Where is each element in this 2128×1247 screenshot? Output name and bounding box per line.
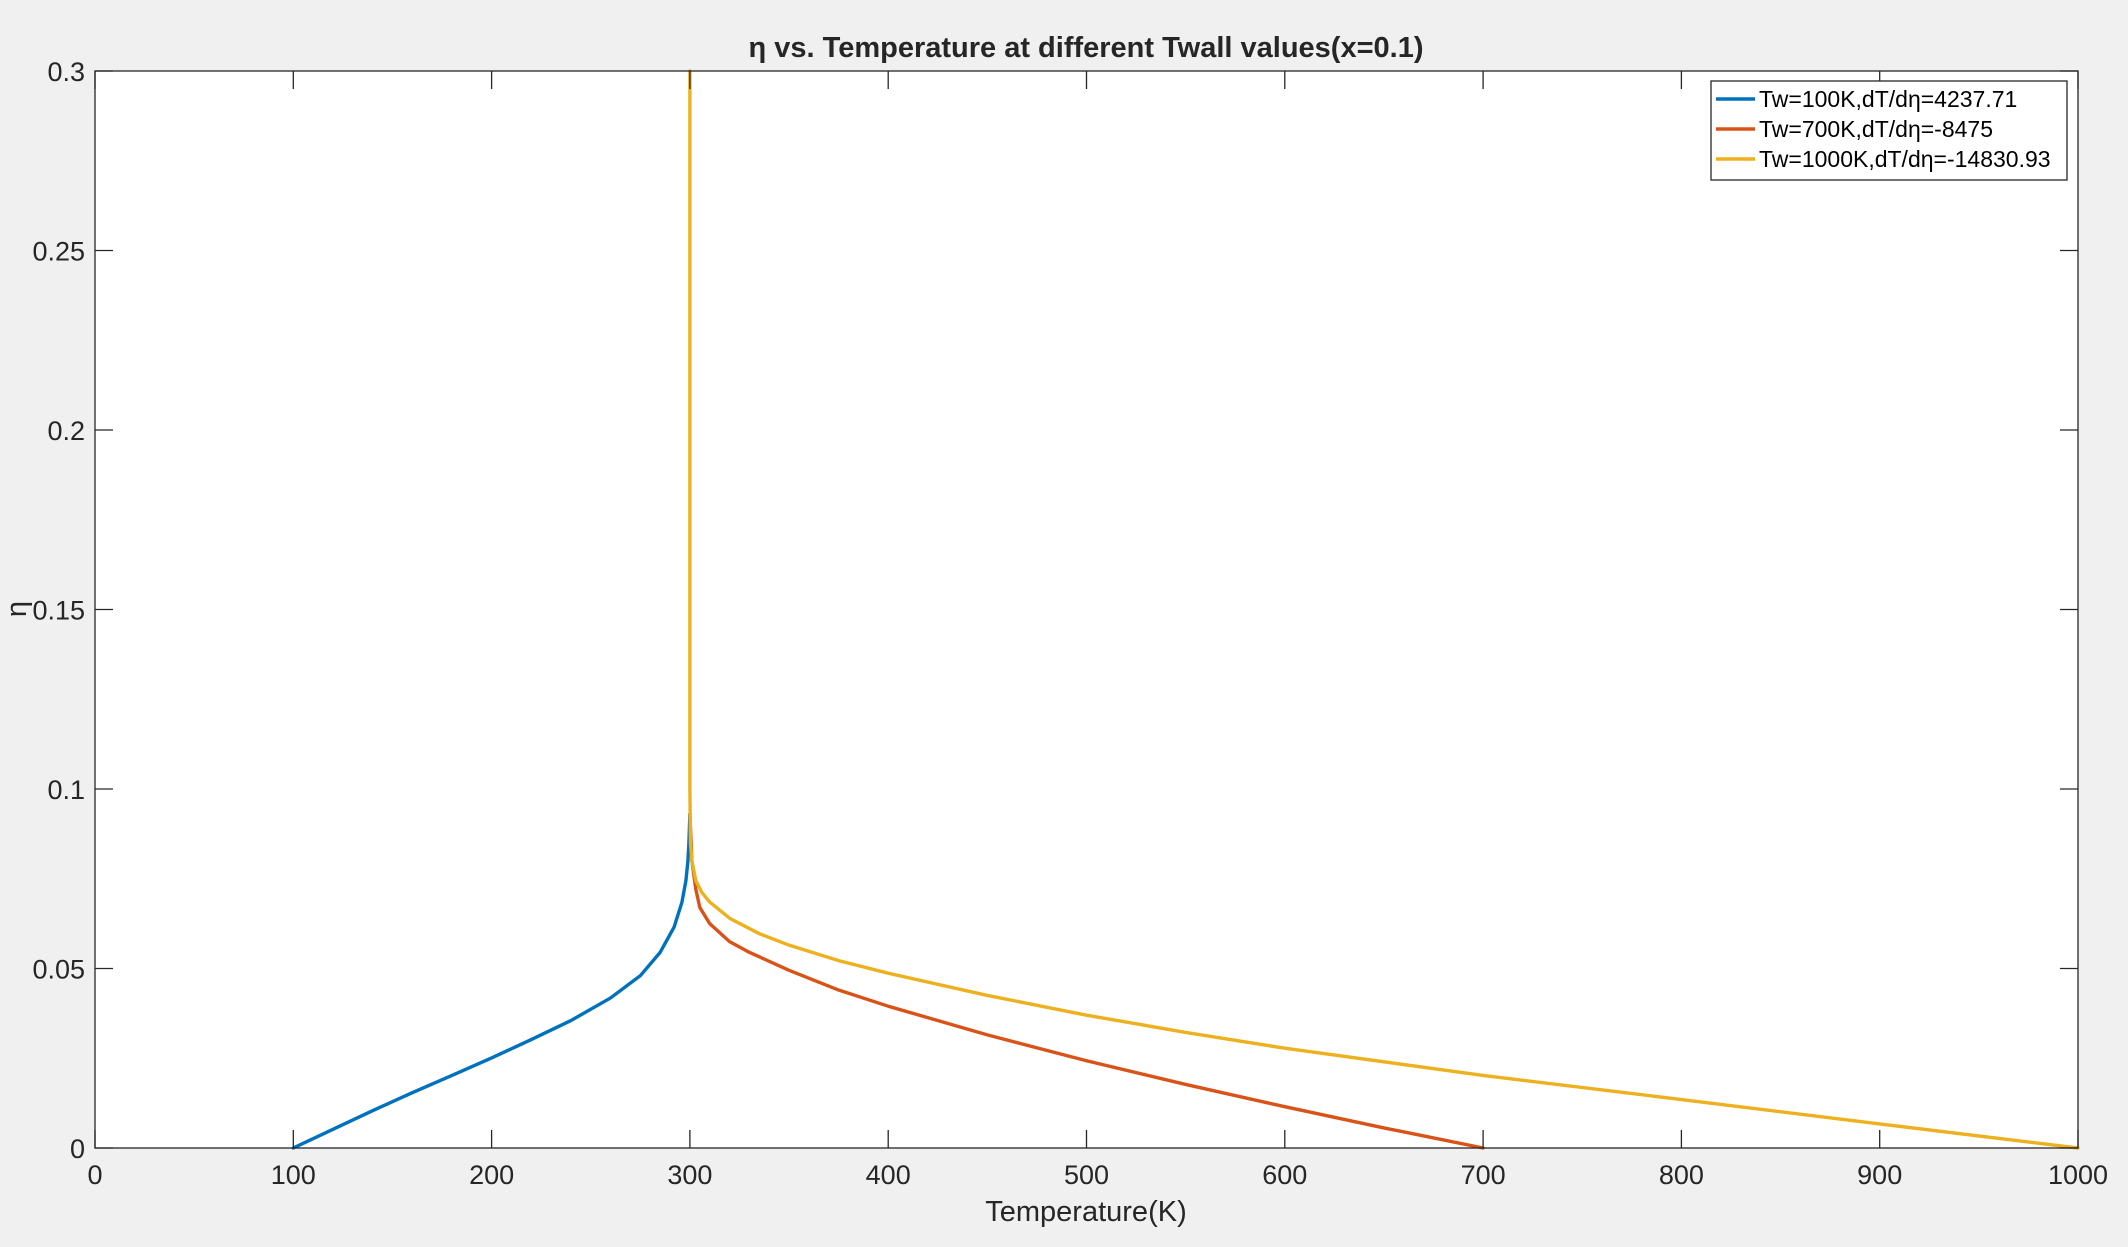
axes-background	[95, 71, 2078, 1148]
x-tick-label: 500	[1064, 1160, 1109, 1190]
x-tick-label: 300	[667, 1160, 712, 1190]
y-tick-label: 0.2	[47, 416, 85, 446]
tick-labels: 0 100 200 300 400 500 600 700 800 900 1000 0 0.05 0.1…	[32, 57, 2108, 1190]
x-tick-label: 900	[1857, 1160, 1902, 1190]
y-tick-label: 0.3	[47, 57, 85, 87]
y-tick-label: 0.25	[32, 237, 85, 267]
y-tick-label: 0.05	[32, 955, 85, 985]
legend-box	[1710, 80, 2068, 181]
x-axis-label: Temperature(K)	[985, 1196, 1186, 1228]
plot-lines	[291, 69, 2080, 1150]
x-tick-label: 0	[87, 1160, 102, 1190]
x-tick-label: 400	[866, 1160, 911, 1190]
series-line-3	[688, 69, 2080, 1150]
x-tick-label: 600	[1262, 1160, 1307, 1190]
x-tick-label: 1000	[2048, 1160, 2108, 1190]
x-tick-label: 700	[1461, 1160, 1506, 1190]
y-tick-label: 0.15	[32, 596, 85, 626]
series-line-1	[291, 812, 692, 1150]
legend-label-3: Tw=1000K,dT/dη=-14830.93	[1759, 146, 2051, 172]
legend: Tw=100K,dT/dη=4237.71 Tw=700K,dT/dη=-8475…	[1710, 80, 2068, 181]
series-line-2	[688, 812, 1485, 1150]
chart-title: η vs. Temperature at different Twall val…	[748, 32, 1423, 64]
legend-label-2: Tw=700K,dT/dη=-8475	[1759, 116, 1993, 142]
x-tick-label: 200	[469, 1160, 514, 1190]
x-tick-label: 100	[271, 1160, 316, 1190]
legend-label-1: Tw=100K,dT/dη=4237.71	[1759, 86, 2017, 112]
axes-box	[94, 70, 2079, 1149]
y-tick-label: 0.1	[47, 775, 85, 805]
y-tick-label: 0	[70, 1134, 85, 1164]
x-tick-label: 800	[1659, 1160, 1704, 1190]
y-axis-label: η	[1, 601, 33, 617]
